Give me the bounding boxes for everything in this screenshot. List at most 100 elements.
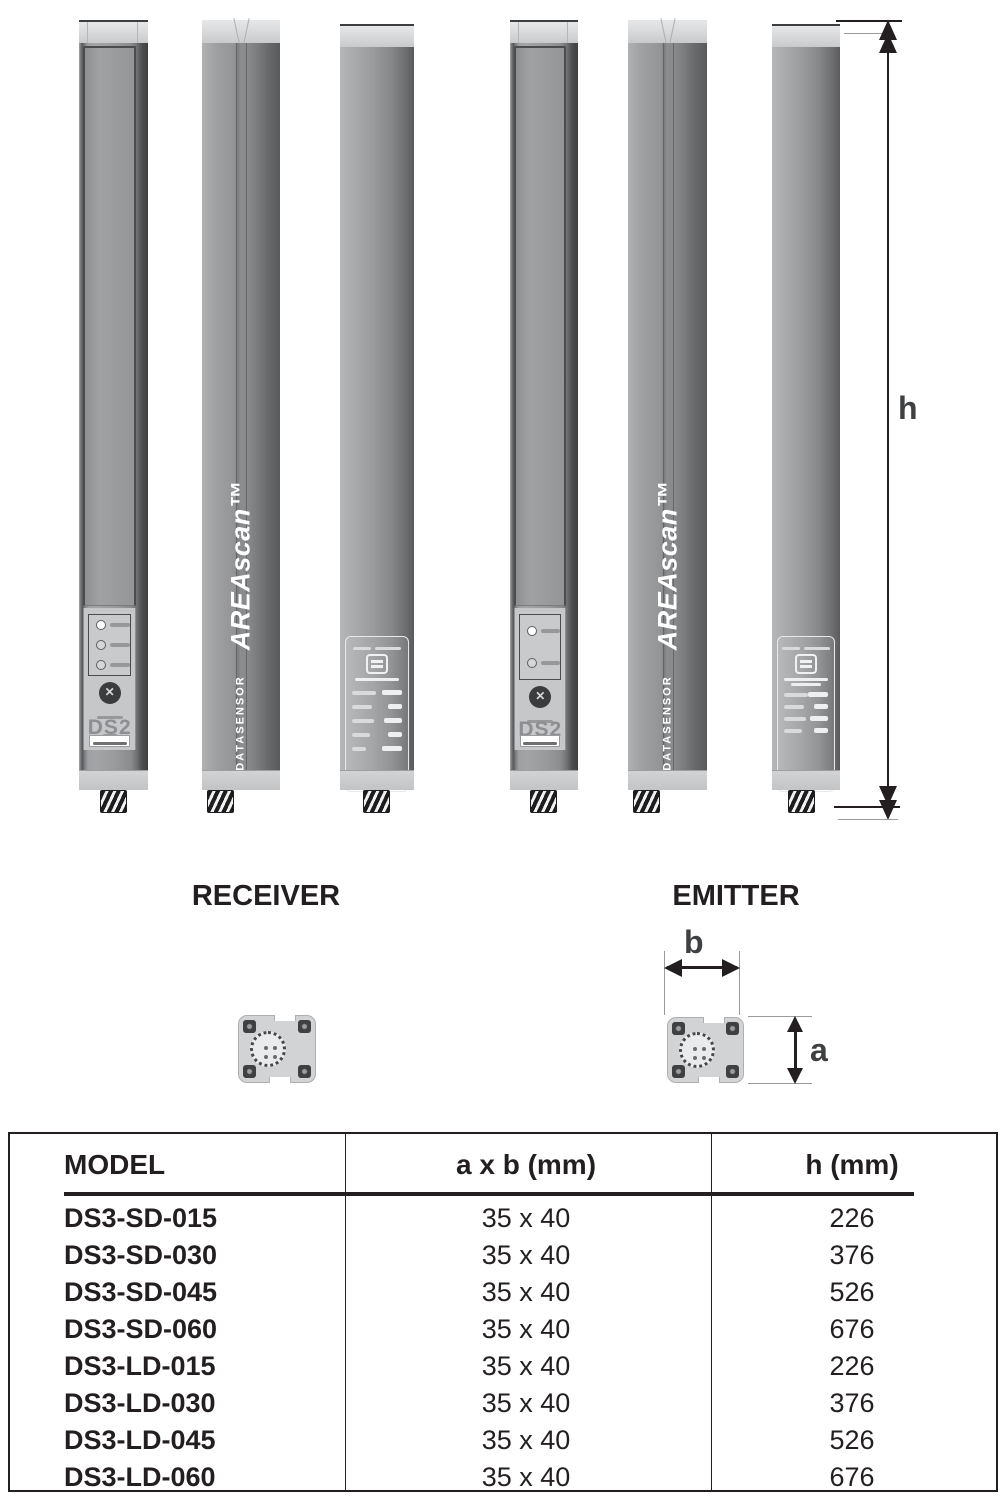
model-cell: DS3-LD-015	[64, 1351, 216, 1381]
bottom-cap	[202, 770, 280, 790]
mounting-notch	[698, 1077, 720, 1083]
table-row: DS3-LD-045 35 x 40 526	[10, 1422, 996, 1459]
header-axb: a x b (mm)	[455, 1149, 597, 1180]
label-text-smudge	[353, 647, 371, 650]
bottom-cap	[772, 770, 840, 790]
axb-cell: 35 x 40	[481, 1462, 571, 1492]
h-cell: 376	[829, 1388, 875, 1418]
b-dim-extension-line	[739, 951, 740, 1015]
cap-seam	[669, 18, 676, 44]
type-label	[89, 735, 131, 747]
product-branding: AREAscan™	[225, 480, 256, 651]
m12-connector-icon	[363, 790, 390, 813]
label-text-smudge	[804, 647, 830, 650]
h-dim-bottom-extension-line-2	[838, 819, 898, 820]
screw-icon	[726, 1022, 739, 1035]
model-text-smudge	[791, 683, 821, 686]
top-cap	[772, 24, 840, 47]
dim-b-label: b	[684, 924, 704, 960]
m12-connector-icon	[530, 790, 557, 813]
table-row: DS3-SD-045 35 x 40 526	[10, 1274, 996, 1311]
product-branding: AREAscan™	[652, 480, 683, 651]
cap-seam	[518, 22, 520, 43]
mounting-notch	[702, 1017, 725, 1023]
spec-label-smudge	[784, 728, 802, 733]
axb-cell: 35 x 40	[481, 1314, 571, 1344]
led-label-smudge	[541, 661, 561, 665]
emitter-back-view: CE	[772, 24, 840, 813]
led-label-smudge	[110, 663, 131, 667]
led-icon	[96, 640, 107, 650]
top-cap	[340, 24, 414, 47]
bar-body: ✕ DS2	[510, 43, 578, 770]
column-separator	[345, 1134, 346, 1490]
spec-label-smudge	[352, 718, 374, 723]
h-cell: 526	[829, 1277, 875, 1307]
bottom-cap	[628, 770, 707, 790]
h-dim-bottom-extension-line	[834, 806, 900, 808]
top-cap	[628, 18, 707, 44]
led-icon	[96, 660, 107, 670]
led-indicator-box	[519, 614, 562, 680]
alignment-dial-icon: ✕	[98, 682, 121, 704]
model-cell: DS3-LD-060	[64, 1462, 216, 1492]
b-dim-arrow-right-icon	[722, 959, 740, 977]
model-cell: DS3-LD-030	[64, 1388, 216, 1418]
dim-a-label: a	[810, 1032, 828, 1068]
h-cell: 676	[829, 1314, 875, 1344]
screw-icon	[243, 1020, 256, 1033]
spec-label-smudge	[784, 704, 804, 709]
screw-icon	[672, 1022, 685, 1035]
spec-label-smudge	[352, 746, 366, 751]
axb-cell: 35 x 40	[481, 1351, 571, 1381]
receiver-bottom-view	[238, 1015, 316, 1083]
header-h: h (mm)	[805, 1149, 899, 1180]
mounting-notch	[273, 1015, 296, 1021]
top-cap	[510, 20, 578, 43]
spec-label-smudge	[352, 690, 376, 695]
brand-logo: DATASENSOR	[235, 675, 247, 771]
table-row: DS3-SD-030 35 x 40 376	[10, 1237, 996, 1274]
emitter-side-view: AREAscan™ DATASENSOR	[628, 18, 707, 813]
device-icon	[366, 654, 388, 674]
h-cell: 676	[829, 1462, 875, 1492]
bar-body: ✕ DS2	[79, 43, 148, 770]
model-text-smudge	[784, 678, 828, 681]
led-icon	[96, 620, 107, 630]
bottom-cap	[510, 770, 578, 790]
led-indicator-box	[88, 614, 132, 676]
spec-value-smudge	[382, 690, 402, 695]
product-label: CE	[777, 636, 835, 792]
model-cell: DS3-SD-030	[64, 1240, 218, 1270]
dim-h-label: h	[898, 390, 918, 426]
m12-connector-icon	[633, 790, 660, 813]
spec-value-smudge	[388, 732, 402, 737]
optical-window	[83, 46, 137, 606]
top-cap	[79, 20, 148, 43]
header-underline	[64, 1192, 914, 1196]
connector-pins-icon	[693, 1047, 697, 1051]
model-cell: DS3-LD-045	[64, 1425, 216, 1455]
label-text-smudge	[782, 647, 800, 650]
h-dim-top-extension-line	[836, 20, 902, 22]
receiver-caption: RECEIVER	[191, 880, 341, 912]
profile-seam	[246, 43, 248, 770]
emitter-caption: EMITTER	[672, 880, 800, 912]
profile-seam	[662, 43, 664, 770]
brand-logo: DATASENSOR	[661, 675, 674, 771]
cap-seam	[233, 18, 240, 44]
axb-cell: 35 x 40	[481, 1425, 571, 1455]
led-label-smudge	[110, 643, 131, 647]
receiver-front-view: ✕ DS2	[79, 20, 148, 813]
m12-connector-face-icon	[250, 1031, 286, 1067]
spec-label-smudge	[784, 692, 808, 697]
connector-pins-icon	[264, 1046, 268, 1050]
h-cell: 226	[829, 1203, 875, 1233]
device-icon	[795, 654, 817, 674]
cap-seam	[660, 18, 667, 44]
table-row: DS3-LD-060 35 x 40 676	[10, 1459, 996, 1496]
a-dim-arrow-down-icon	[787, 1068, 803, 1084]
column-separator	[711, 1134, 712, 1490]
spec-value-smudge	[814, 728, 828, 733]
bar-body: AREAscan™ DATASENSOR	[628, 43, 707, 771]
